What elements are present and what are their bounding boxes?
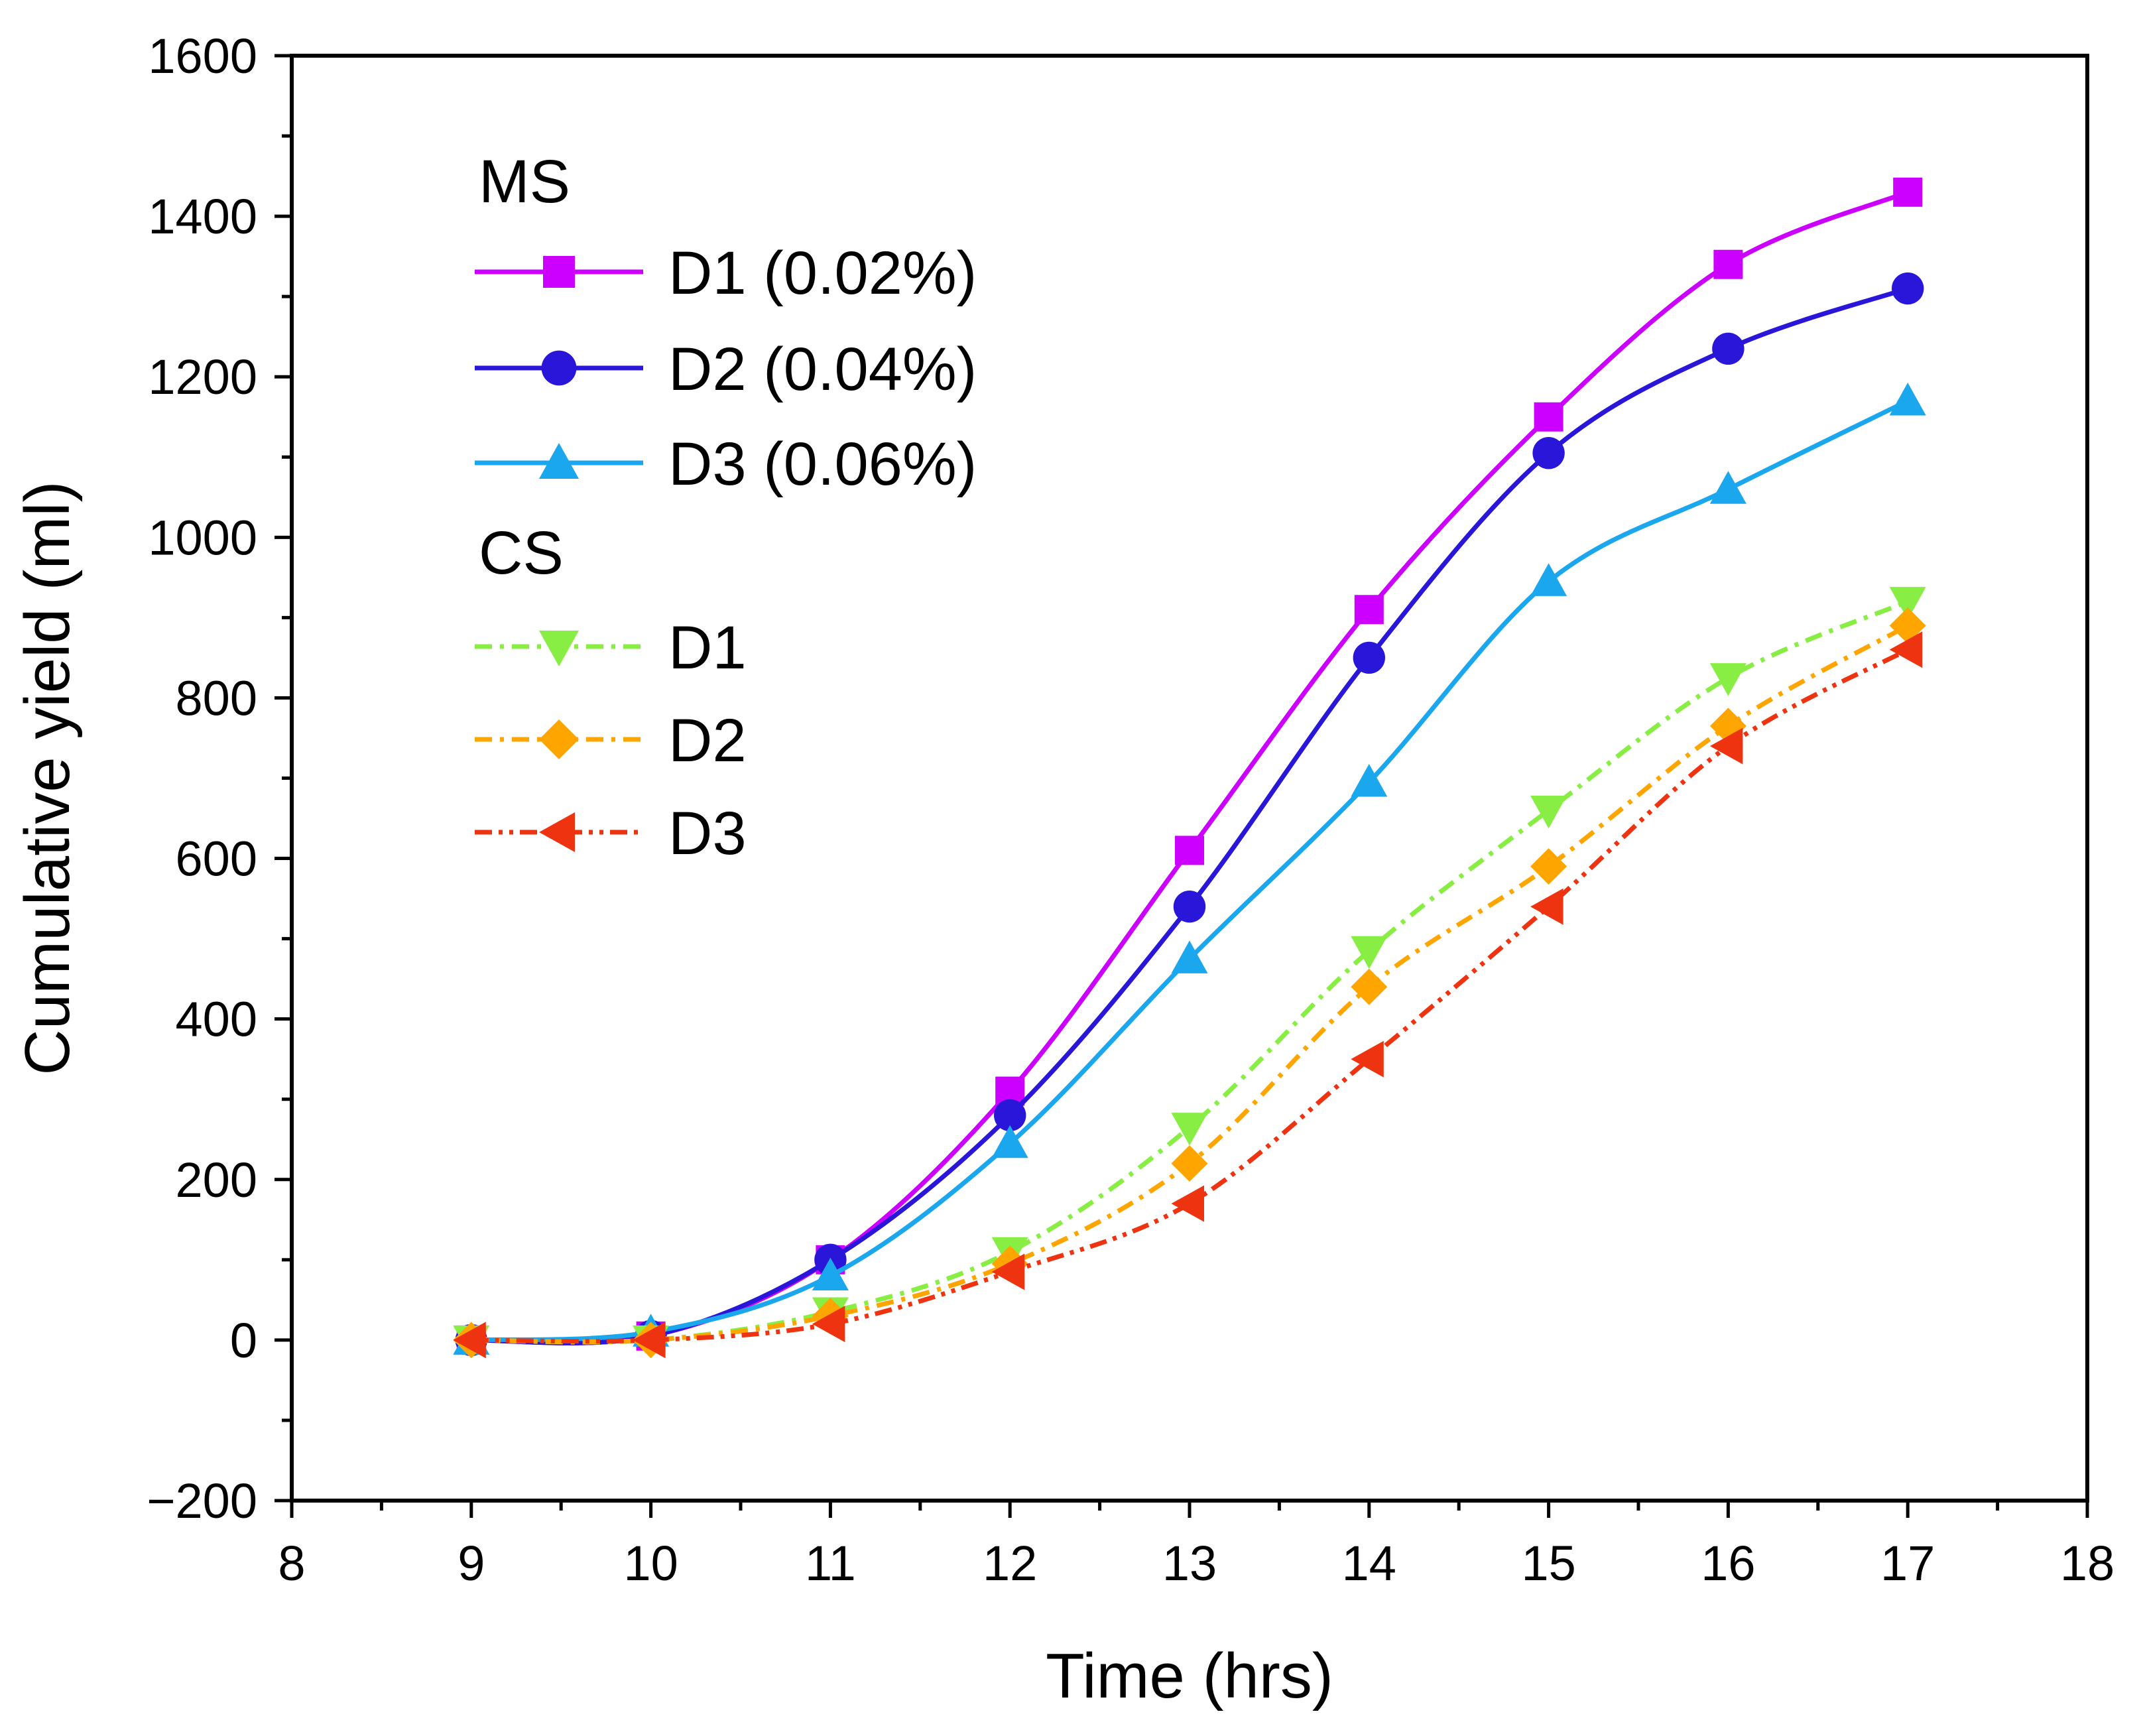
axes-layer: 8 9 10 11 12 13 14 15 16 17 18 −200 0 200 400 600 800 100… [147, 29, 2114, 1591]
data-point [1354, 595, 1384, 625]
data-point [1532, 437, 1565, 469]
data-point [1171, 1113, 1208, 1146]
series-layer [453, 177, 1926, 1359]
x-tick-label: 9 [458, 1536, 485, 1591]
data-point [1889, 383, 1926, 416]
y-tick-label: 1200 [148, 349, 257, 404]
data-point [1351, 968, 1388, 1005]
data-point [453, 1322, 486, 1359]
data-point [1534, 402, 1563, 432]
legend-group-title: CS [479, 519, 564, 587]
y-tick-label: 1600 [148, 29, 257, 84]
data-point [1530, 795, 1567, 829]
legend-group-title: MS [479, 148, 570, 216]
x-tick-label: 16 [1701, 1536, 1755, 1591]
series-line [471, 599, 1909, 1345]
data-point [1175, 836, 1204, 865]
legend-label: D1 (0.02%) [668, 239, 977, 307]
data-point [812, 1306, 845, 1343]
data-point [1892, 272, 1924, 305]
x-tick-label: 8 [278, 1536, 305, 1591]
y-axis-title: Cumulative yield (ml) [12, 481, 83, 1075]
data-point [1171, 1145, 1208, 1182]
data-point [1530, 888, 1563, 925]
data-point [994, 1099, 1026, 1132]
data-point [1709, 663, 1746, 696]
legend-marker [543, 256, 575, 288]
x-tick-label: 15 [1521, 1536, 1575, 1591]
legend-item: D3 (0.06%) [475, 430, 977, 498]
y-tick-label: 0 [230, 1313, 257, 1368]
legend-item: D1 [475, 614, 747, 682]
data-point [991, 1125, 1028, 1158]
x-tick-label: 12 [983, 1536, 1037, 1591]
y-tick-label: 400 [176, 992, 257, 1047]
legend-item: D3 [475, 800, 747, 867]
data-point [1351, 1040, 1384, 1078]
data-point [1889, 587, 1926, 620]
data-point [1353, 641, 1385, 674]
data-point [1530, 563, 1567, 596]
legend-item: D1 (0.02%) [475, 239, 977, 307]
data-point [1893, 177, 1923, 207]
data-point [1171, 940, 1208, 973]
data-point [1171, 1185, 1204, 1222]
data-point [1709, 727, 1743, 765]
series-line [471, 647, 1909, 1344]
series-cs-d3 [453, 631, 1923, 1359]
data-point [1530, 848, 1567, 885]
data-point [1709, 471, 1746, 504]
legend-label: D3 [668, 800, 747, 867]
y-tick-label: 200 [176, 1152, 257, 1208]
legend-marker [539, 443, 579, 479]
legend-marker [539, 631, 579, 666]
y-tick-label: 800 [176, 670, 257, 725]
legend: MS D1 (0.02%) D2 (0.04%) D3 (0.06%) CS D1 D2 D3 [475, 148, 977, 867]
legend-label: D2 [668, 707, 747, 775]
legend-item: D2 (0.04%) [475, 336, 977, 403]
y-tick-label: −200 [147, 1473, 257, 1528]
data-point [991, 1253, 1025, 1290]
data-point [1351, 936, 1388, 969]
x-tick-label: 14 [1342, 1536, 1396, 1591]
y-tick-label: 1400 [148, 189, 257, 244]
x-tick-label: 17 [1880, 1536, 1935, 1591]
legend-item: D2 [475, 707, 747, 775]
legend-marker [539, 719, 579, 759]
data-point [812, 1257, 849, 1291]
x-tick-label: 11 [805, 1536, 856, 1591]
y-tick-label: 600 [176, 832, 257, 887]
data-point [633, 1322, 666, 1359]
x-tick-label: 13 [1162, 1536, 1217, 1591]
y-tick-label: 1000 [148, 510, 257, 565]
data-point [1889, 631, 1923, 668]
legend-marker [539, 812, 575, 852]
x-tick-label: 10 [623, 1536, 678, 1591]
data-point [1712, 332, 1745, 365]
data-point [1713, 249, 1743, 279]
series-line [471, 623, 1909, 1345]
series-line [471, 399, 1909, 1343]
legend-label: D2 (0.04%) [668, 336, 977, 403]
data-point [1351, 764, 1388, 797]
legend-label: D3 (0.06%) [668, 430, 977, 498]
x-tick-label: 18 [2060, 1536, 2114, 1591]
data-point [1173, 890, 1206, 923]
legend-label: D1 [668, 614, 747, 682]
legend-marker [541, 350, 577, 386]
x-axis-title: Time (hrs) [1046, 1641, 1333, 1711]
